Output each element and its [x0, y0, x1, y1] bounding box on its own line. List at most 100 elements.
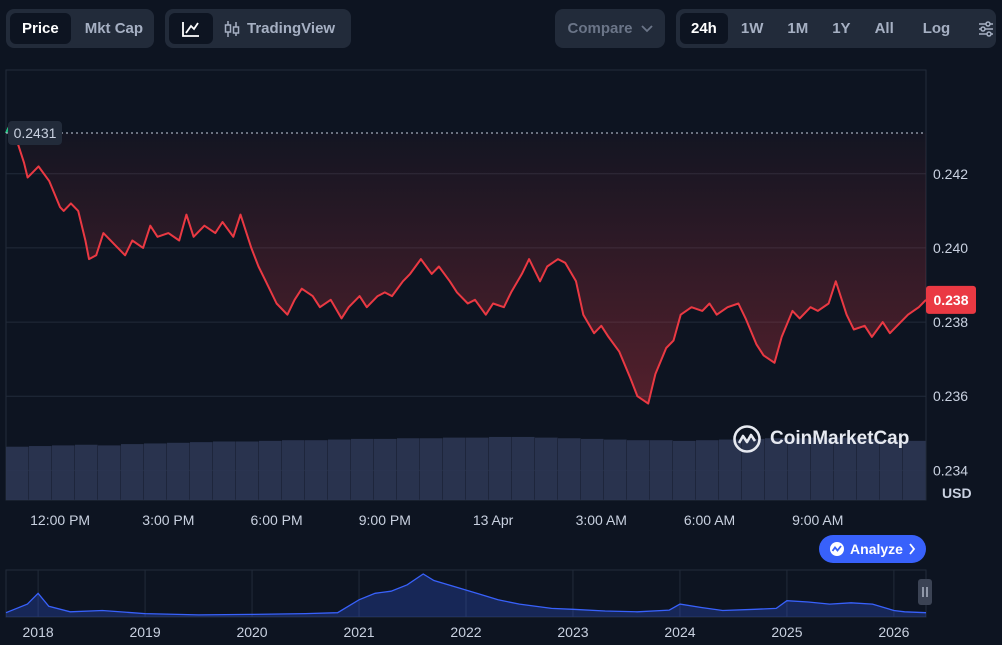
current-price-label: 0.238: [933, 292, 968, 308]
volume-bar: [857, 438, 880, 500]
volume-bar: [167, 442, 190, 500]
volume-bar: [213, 441, 236, 500]
volume-bar: [788, 438, 811, 500]
overview-year-label: 2022: [450, 624, 481, 640]
range-1w[interactable]: 1W: [740, 20, 764, 37]
volume-bar: [52, 445, 75, 500]
volume-bar: [489, 436, 512, 500]
log-toggle[interactable]: Log: [922, 20, 951, 37]
open-price-badge: [8, 121, 62, 146]
x-tick-label: 13 Apr: [473, 512, 514, 528]
volume-bar: [328, 439, 351, 500]
watermark-text: CoinMarketCap: [770, 428, 910, 449]
x-tick-label: 9:00 AM: [792, 512, 843, 528]
volume-bar: [535, 437, 558, 500]
y-tick-label: 0.240: [933, 240, 968, 256]
volume-bar: [834, 437, 857, 500]
x-tick-label: 3:00 AM: [576, 512, 627, 528]
currency-label: USD: [942, 485, 972, 501]
y-tick-label: 0.234: [933, 462, 968, 478]
analyze-button[interactable]: Analyze: [819, 535, 926, 563]
volume-bar: [811, 437, 834, 500]
volume-bar: [650, 440, 673, 500]
x-tick-label: 3:00 PM: [142, 512, 194, 528]
volume-bar: [673, 440, 696, 500]
volume-bar: [581, 438, 604, 500]
chevron-down-icon: [640, 24, 653, 32]
price-line: [5, 124, 927, 405]
compare-label: Compare: [567, 20, 633, 37]
overview-area: [6, 574, 926, 617]
volume-bar: [696, 440, 719, 500]
volume-bar: [512, 436, 535, 500]
volume-bar: [190, 442, 213, 500]
range-1m[interactable]: 1M: [787, 20, 809, 37]
price-mktcap-toggle: Price Mkt Cap: [6, 9, 154, 48]
overview-year-label: 2018: [23, 624, 54, 640]
overview-year-label: 2025: [771, 624, 802, 640]
analyze-label: Analyze: [850, 541, 903, 557]
navigator-handle[interactable]: [918, 579, 932, 605]
analyze-icon: [830, 542, 845, 556]
chevron-right-icon: [909, 543, 916, 555]
y-tick-label: 0.236: [933, 388, 968, 404]
volume-bar: [259, 440, 282, 500]
volume-bar: [351, 438, 374, 500]
volume-bar: [305, 440, 328, 500]
chart-style-toggle: TradingView: [165, 9, 351, 48]
volume-bar: [558, 438, 581, 500]
price-chart[interactable]: 0.234 0.236 0.238 0.240 0.242 12:00 PM 3:00 PM…: [0, 60, 1002, 595]
price-area: [6, 125, 926, 404]
volume-bar: [420, 438, 443, 500]
volume-bar: [75, 444, 98, 500]
volume-bar: [742, 438, 765, 500]
volume-bar: [903, 440, 926, 500]
coinmarketcap-watermark: CoinMarketCap: [732, 424, 909, 454]
tradingview-button[interactable]: TradingView: [215, 13, 343, 44]
mktcap-tab[interactable]: Mkt Cap: [84, 20, 144, 37]
volume-bar: [719, 439, 742, 500]
volume-bar: [6, 446, 29, 500]
settings-button[interactable]: [968, 13, 1002, 44]
range-24h[interactable]: 24h: [680, 13, 728, 44]
range-1y[interactable]: 1Y: [832, 20, 851, 37]
x-tick-label: 6:00 AM: [684, 512, 735, 528]
overview-line: [5, 573, 927, 616]
volume-bar: [121, 444, 144, 500]
volume-bar: [466, 437, 489, 500]
volume-bar: [880, 440, 903, 500]
y-tick-label: 0.238: [933, 314, 968, 330]
range-all[interactable]: All: [874, 20, 894, 37]
overview-year-label: 2024: [664, 624, 695, 640]
overview-year-label: 2023: [557, 624, 588, 640]
volume-bar: [627, 440, 650, 500]
volume-bar: [144, 443, 167, 500]
volume-bar: [98, 445, 121, 500]
range-selector: 24h 1W 1M 1Y All Log: [676, 9, 996, 48]
volume-bar: [282, 440, 305, 500]
price-tab[interactable]: Price: [10, 13, 71, 44]
overview-navigator[interactable]: 2018 2019 2020 2021 2022 2023 2024 2025 2026: [0, 565, 1002, 645]
overview-year-label: 2019: [129, 624, 160, 640]
current-price-badge: [926, 285, 976, 314]
coinmarketcap-logo-icon: [733, 425, 761, 453]
tradingview-label: TradingView: [247, 20, 336, 37]
volume-bar: [443, 437, 466, 500]
candlestick-icon: [224, 20, 240, 37]
volume-bar: [374, 438, 397, 500]
y-tick-label: 0.242: [933, 166, 968, 182]
open-price-label: 0.2431: [14, 125, 57, 141]
x-tick-label: 12:00 PM: [30, 512, 90, 528]
line-chart-icon: [182, 21, 199, 37]
volume-bar: [604, 439, 627, 500]
overview-year-label: 2021: [343, 624, 374, 640]
volume-bar: [236, 441, 259, 500]
sliders-icon: [979, 20, 994, 37]
overview-year-label: 2020: [236, 624, 267, 640]
compare-dropdown[interactable]: Compare: [555, 9, 665, 48]
volume-bar: [765, 438, 788, 500]
line-chart-button[interactable]: [169, 13, 213, 44]
x-tick-label: 9:00 PM: [359, 512, 411, 528]
overview-year-label: 2026: [878, 624, 909, 640]
x-tick-label: 6:00 PM: [251, 512, 303, 528]
